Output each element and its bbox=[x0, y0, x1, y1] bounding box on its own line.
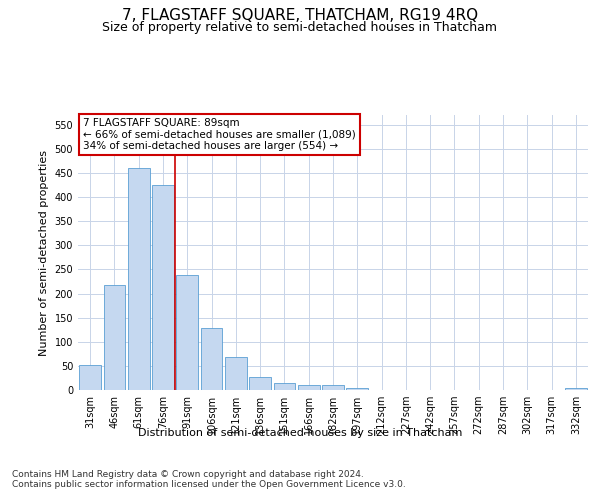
Text: 7 FLAGSTAFF SQUARE: 89sqm
← 66% of semi-detached houses are smaller (1,089)
34% : 7 FLAGSTAFF SQUARE: 89sqm ← 66% of semi-… bbox=[83, 118, 356, 151]
Bar bbox=[298, 385, 320, 390]
Text: Contains HM Land Registry data © Crown copyright and database right 2024.
Contai: Contains HM Land Registry data © Crown c… bbox=[12, 470, 406, 490]
Text: Size of property relative to semi-detached houses in Thatcham: Size of property relative to semi-detach… bbox=[103, 21, 497, 34]
Bar bbox=[200, 328, 223, 390]
Bar bbox=[152, 185, 174, 390]
Bar bbox=[249, 377, 271, 390]
Bar bbox=[176, 275, 198, 390]
Bar bbox=[225, 357, 247, 390]
Y-axis label: Number of semi-detached properties: Number of semi-detached properties bbox=[39, 150, 49, 356]
Bar bbox=[346, 388, 368, 390]
Bar bbox=[79, 365, 101, 390]
Bar bbox=[322, 385, 344, 390]
Bar bbox=[104, 285, 125, 390]
Bar bbox=[274, 383, 295, 390]
Bar bbox=[565, 388, 587, 390]
Text: Distribution of semi-detached houses by size in Thatcham: Distribution of semi-detached houses by … bbox=[138, 428, 462, 438]
Text: 7, FLAGSTAFF SQUARE, THATCHAM, RG19 4RQ: 7, FLAGSTAFF SQUARE, THATCHAM, RG19 4RQ bbox=[122, 8, 478, 22]
Bar bbox=[128, 168, 149, 390]
